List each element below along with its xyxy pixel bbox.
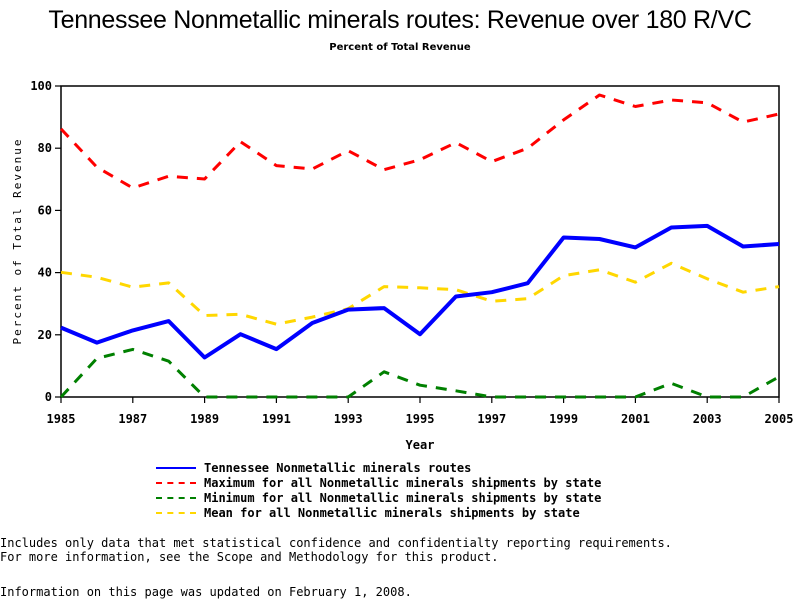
footnote-methodology: For more information, see the Scope and …: [0, 550, 499, 564]
x-tick-label: 2001: [621, 412, 650, 426]
footnotes: Includes only data that met statistical …: [0, 536, 672, 564]
legend-item-minimum: Minimum for all Nonmetallic minerals shi…: [156, 490, 601, 505]
x-axis-title: Year: [406, 438, 435, 452]
x-tick-label: 1995: [406, 412, 435, 426]
line-chart: 1985 1987 1989 1991 1993 1995 1997 1999 2001 2003…: [11, 79, 793, 452]
chart-title: Tennessee Nonmetallic minerals routes: R…: [48, 6, 752, 34]
legend-swatch-red-dashed: [156, 481, 196, 484]
x-tick-label: 1997: [477, 412, 506, 426]
series-layer: [59, 93, 780, 399]
x-tick-label: 1985: [47, 412, 76, 426]
y-tick-label: 40: [38, 266, 52, 280]
legend-swatch-green-dashed: [156, 496, 196, 499]
y-tick-label: 100: [30, 79, 52, 93]
legend-item-mean: Mean for all Nonmetallic minerals shipme…: [156, 505, 601, 520]
plot-frame: [60, 85, 780, 398]
legend-label: Tennessee Nonmetallic minerals routes: [204, 460, 472, 475]
footnote-confidence: Includes only data that met statistical …: [0, 536, 672, 550]
series-line-1: [59, 93, 780, 190]
chart-subtitle: Percent of Total Revenue: [329, 42, 471, 53]
updated-date: Information on this page was updated on …: [0, 585, 412, 599]
legend-swatch-blue-solid: [156, 466, 196, 469]
x-tick-label: 2005: [765, 412, 794, 426]
legend-swatch-yellow-dashed: [156, 511, 196, 514]
axes: 1985 1987 1989 1991 1993 1995 1997 1999 2001 2003…: [30, 79, 793, 426]
legend-label: Mean for all Nonmetallic minerals shipme…: [204, 505, 580, 520]
y-tick-label: 60: [38, 203, 52, 217]
x-tick-label: 1999: [549, 412, 578, 426]
x-tick-label: 1987: [118, 412, 147, 426]
y-tick-label: 20: [38, 328, 52, 342]
y-axis-title: Percent of Total Revenue: [11, 138, 24, 345]
series-line-2: [59, 347, 780, 399]
y-tick-label: 80: [38, 141, 52, 155]
series-line-3: [60, 261, 780, 326]
legend-item-tennessee: Tennessee Nonmetallic minerals routes: [156, 460, 601, 475]
x-tick-label: 1989: [190, 412, 219, 426]
x-tick-label: 2003: [693, 412, 722, 426]
legend-label: Maximum for all Nonmetallic minerals shi…: [204, 475, 602, 490]
legend: Tennessee Nonmetallic minerals routes Ma…: [156, 460, 601, 520]
x-tick-label: 1991: [262, 412, 291, 426]
y-tick-label: 0: [45, 390, 52, 404]
legend-label: Minimum for all Nonmetallic minerals shi…: [204, 490, 602, 505]
x-tick-label: 1993: [334, 412, 363, 426]
series-line-0: [60, 223, 780, 360]
legend-item-maximum: Maximum for all Nonmetallic minerals shi…: [156, 475, 601, 490]
